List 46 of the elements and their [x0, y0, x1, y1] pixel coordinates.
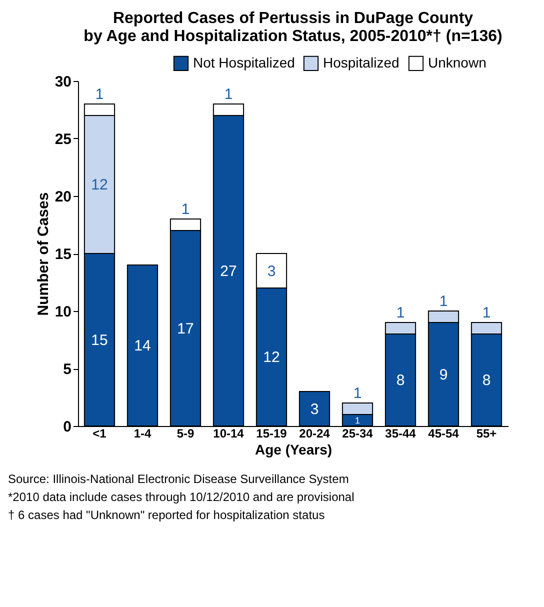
data-label: 12 [91, 176, 108, 194]
x-tick-label: 35-44 [385, 426, 416, 440]
x-tick-label: 5-9 [176, 426, 194, 440]
text: by Age and Hospitalization Status, 2005-2010*† (n=136) [84, 28, 502, 45]
data-label: 17 [177, 320, 194, 338]
data-label: 14 [134, 338, 151, 354]
source-note: Source: Illinois-National Electronic Disease Surveillance System [8, 472, 349, 486]
x-axis-title: Age (Years) [254, 442, 332, 458]
x-tick-label: 10-14 [213, 426, 244, 440]
data-label: 15 [91, 332, 108, 349]
legend-label: Unknown [428, 54, 486, 70]
x-tick-label: <1 [92, 426, 107, 440]
y-tick-label: 20 [54, 188, 72, 206]
data-label: 27 [220, 262, 237, 280]
x-tick-label: 20-24 [299, 426, 330, 440]
y-axis-title: Number of Cases [34, 192, 52, 316]
data-label: 12 [263, 349, 280, 366]
data-label: 3 [310, 400, 319, 418]
y-tick-label: 0 [63, 418, 72, 436]
y-tick-label: 25 [54, 131, 72, 148]
legend-label: Hospitalized [323, 54, 400, 70]
data-label: 9 [439, 366, 448, 384]
y-tick-label: 30 [54, 74, 72, 90]
legend-label: Not Hospitalized [193, 54, 295, 70]
data-label: 8 [396, 372, 405, 389]
data-label: 1 [354, 415, 360, 426]
data-label: 1 [396, 304, 405, 322]
y-tick-label: 10 [54, 304, 72, 320]
text: † 6 cases had "Unknown" reported for hospitalization status [8, 508, 325, 522]
y-tick-label: 5 [63, 361, 72, 378]
data-label: 1 [353, 385, 362, 402]
y-tick-label: 15 [54, 246, 72, 263]
data-label: 1 [482, 304, 491, 322]
x-tick-label: 45-54 [428, 426, 460, 440]
x-tick-label: 15-19 [256, 426, 288, 440]
data-label: 3 [267, 262, 276, 280]
data-label: 8 [482, 372, 491, 389]
data-label: 1 [439, 293, 448, 310]
text: *2010 data include cases through 10/12/2010 and are provisional [8, 490, 354, 504]
text: Reported Cases of Pertussis in DuPage County [112, 10, 474, 27]
data-label: 1 [224, 86, 233, 103]
x-tick-label: 1-4 [134, 426, 152, 440]
x-tick-label: 55+ [476, 426, 497, 440]
x-tick-label: 25-34 [342, 426, 374, 440]
data-label: 1 [181, 201, 190, 218]
data-label: 1 [95, 86, 104, 103]
